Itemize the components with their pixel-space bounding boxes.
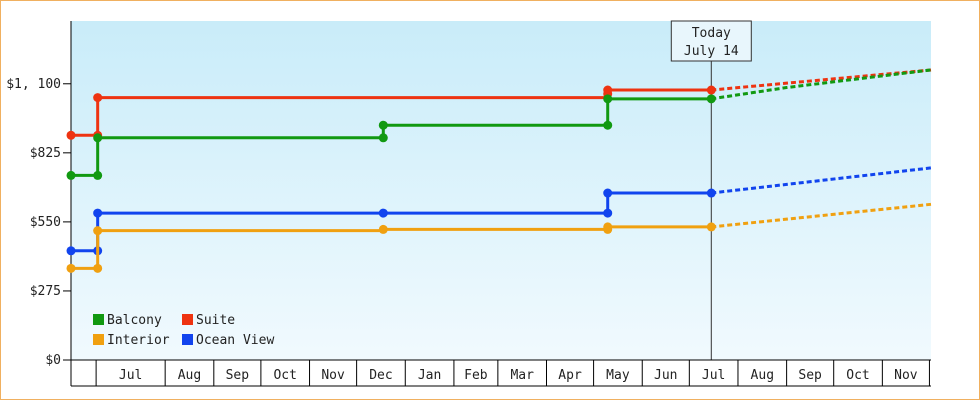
data-point-interior <box>93 263 103 273</box>
x-tick-label: Aug <box>178 368 201 383</box>
data-point-ocean-view <box>603 208 613 218</box>
legend-label-ocean-view: Ocean View <box>196 333 274 348</box>
data-point-balcony <box>378 120 388 130</box>
x-tick-label: Oct <box>846 368 869 383</box>
data-point-balcony <box>706 94 716 104</box>
legend-label-balcony: Balcony <box>107 313 162 328</box>
data-point-interior <box>93 226 103 236</box>
data-point-interior <box>603 222 613 232</box>
today-label-title: Today <box>692 26 731 41</box>
data-point-suite <box>66 130 76 140</box>
x-tick-label: Jan <box>418 368 441 383</box>
series-projection-suite <box>711 68 932 92</box>
data-point-interior <box>66 263 76 273</box>
legend-swatch-balcony <box>93 314 104 325</box>
legend-swatch-suite <box>182 314 193 325</box>
x-tick-label: Nov <box>321 368 345 383</box>
data-point-balcony <box>66 170 76 180</box>
series-interior <box>66 202 932 273</box>
data-point-balcony <box>378 133 388 143</box>
x-tick-label: Jul <box>119 368 142 383</box>
y-tick-label: $1, 100 <box>6 77 61 92</box>
y-tick-label: $825 <box>30 146 61 161</box>
x-tick-label: Apr <box>558 368 582 383</box>
data-point-ocean-view <box>378 208 388 218</box>
series-suite <box>66 68 932 140</box>
data-point-interior <box>378 224 388 234</box>
series-projection-balcony <box>711 68 932 101</box>
x-tick-label: Nov <box>894 368 918 383</box>
data-point-ocean-view <box>93 208 103 218</box>
series-projection-interior <box>711 202 932 229</box>
x-tick-label: May <box>606 368 630 383</box>
x-tick-label: Sep <box>798 368 822 383</box>
legend-label-interior: Interior <box>107 333 170 348</box>
legend-swatch-ocean-view <box>182 334 193 345</box>
data-point-balcony <box>603 120 613 130</box>
data-point-balcony <box>603 94 613 104</box>
series-projection-ocean-view <box>711 166 932 195</box>
y-tick-label: $550 <box>30 215 61 230</box>
data-point-ocean-view <box>706 188 716 198</box>
x-tick-label: Jun <box>654 368 677 383</box>
x-tick-label: Sep <box>226 368 250 383</box>
x-tick-label: Oct <box>273 368 296 383</box>
series-ocean-view <box>66 166 932 256</box>
legend-swatch-interior <box>93 334 104 345</box>
today-label-date: July 14 <box>684 44 739 59</box>
legend-label-suite: Suite <box>196 313 235 328</box>
x-tick-label: Mar <box>510 368 534 383</box>
data-point-ocean-view <box>66 246 76 256</box>
x-tick-label: Dec <box>369 368 392 383</box>
today-label-box <box>670 20 752 62</box>
data-point-balcony <box>93 170 103 180</box>
data-point-suite <box>706 85 716 95</box>
series-balcony <box>66 68 932 180</box>
plot-background <box>71 21 931 360</box>
data-point-suite <box>93 93 103 103</box>
data-point-ocean-view <box>603 188 613 198</box>
y-tick-label: $0 <box>45 353 61 368</box>
y-tick-label: $275 <box>30 284 61 299</box>
data-point-interior <box>706 222 716 232</box>
x-tick-label: Feb <box>464 368 488 383</box>
data-point-balcony <box>93 133 103 143</box>
x-tick-label: Jul <box>702 368 725 383</box>
x-tick-label: Aug <box>751 368 774 383</box>
data-point-suite <box>603 85 613 95</box>
